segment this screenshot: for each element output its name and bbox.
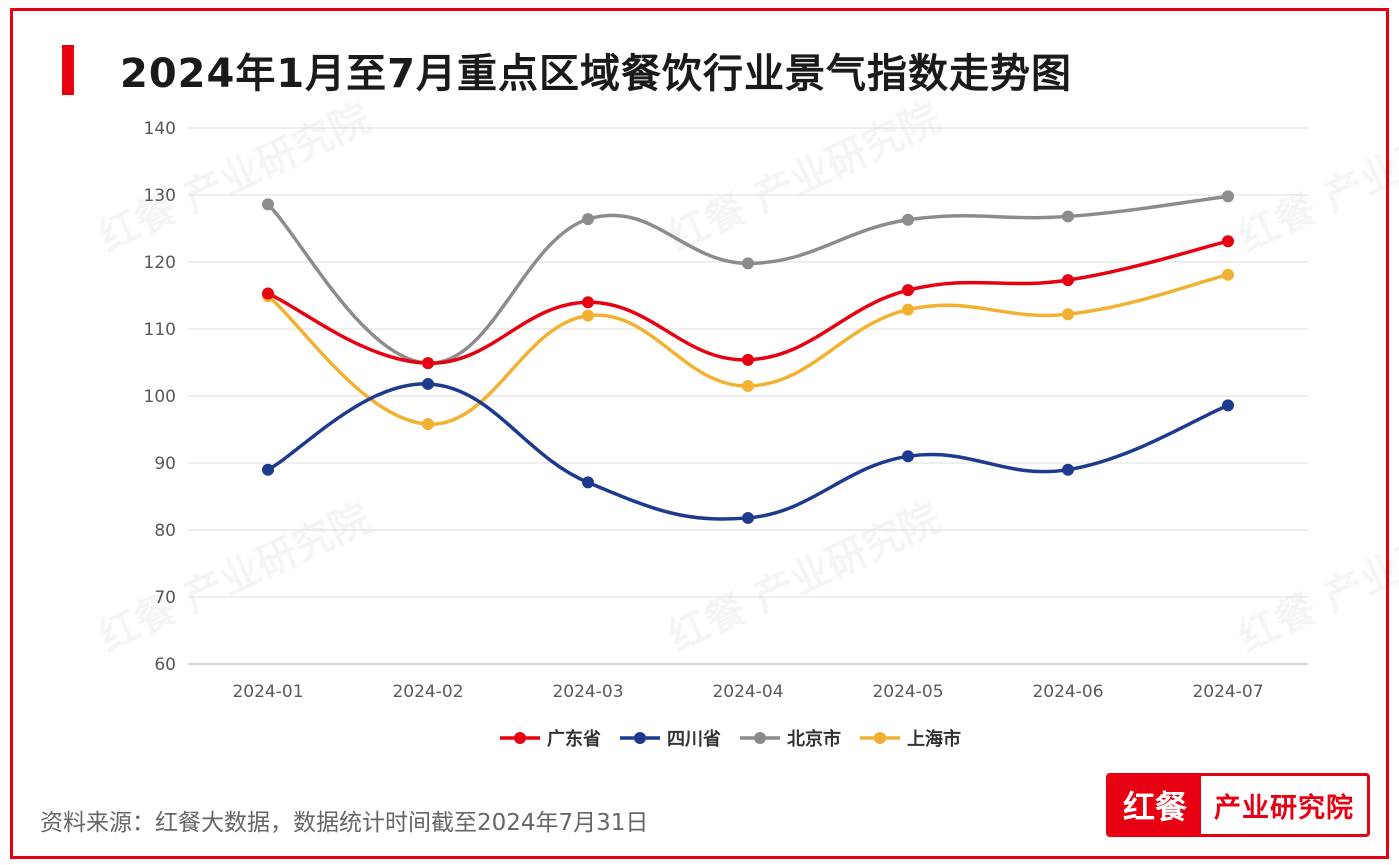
data-point xyxy=(422,377,434,390)
watermark: 红餐 产业研究院 xyxy=(92,95,378,261)
y-tick-label: 60 xyxy=(154,655,176,675)
data-point xyxy=(1062,274,1074,287)
data-point xyxy=(262,287,274,300)
data-point xyxy=(1062,210,1074,223)
legend-label: 四川省 xyxy=(667,728,721,750)
data-point xyxy=(422,357,434,370)
legend-label: 北京市 xyxy=(787,728,841,750)
chart-title: 2024年1月至7月重点区域餐饮行业景气指数走势图 xyxy=(120,51,1072,97)
x-tick-label: 2024-07 xyxy=(1192,682,1263,702)
data-point xyxy=(262,198,274,211)
data-point xyxy=(902,284,914,297)
legend-swatch-dot xyxy=(754,732,766,744)
x-tick-label: 2024-03 xyxy=(552,682,623,702)
data-point xyxy=(742,379,754,392)
data-point xyxy=(902,303,914,316)
y-tick-label: 80 xyxy=(154,521,176,541)
x-tick-label: 2024-04 xyxy=(712,682,783,702)
x-tick-label: 2024-05 xyxy=(872,682,943,702)
data-point xyxy=(1062,463,1074,476)
logo-text: 产业研究院 xyxy=(1214,792,1354,824)
data-point xyxy=(902,213,914,226)
legend-label: 广东省 xyxy=(547,728,601,750)
logo-mark: 红餐 xyxy=(1109,776,1201,834)
data-point xyxy=(1222,268,1234,281)
x-tick-label: 2024-06 xyxy=(1032,682,1103,702)
y-tick-label: 90 xyxy=(154,454,176,474)
data-point xyxy=(1222,235,1234,248)
legend-label: 上海市 xyxy=(907,728,961,750)
legend-swatch-dot xyxy=(514,732,526,744)
chart-frame xyxy=(10,8,1389,859)
data-point xyxy=(1222,399,1234,412)
data-point xyxy=(422,418,434,431)
data-point xyxy=(1222,190,1234,203)
title-accent-bar xyxy=(62,45,74,95)
data-point xyxy=(582,296,594,309)
y-tick-label: 100 xyxy=(144,387,176,407)
brand-logo: 红餐 产业研究院 xyxy=(1106,773,1370,837)
series-line-四川省 xyxy=(266,382,1230,521)
data-point xyxy=(582,476,594,489)
watermark: 红餐 产业研究院 xyxy=(1232,95,1399,261)
x-tick-label: 2024-01 xyxy=(232,682,303,702)
data-point xyxy=(582,309,594,322)
legend-swatch-dot xyxy=(634,732,646,744)
data-point xyxy=(902,450,914,463)
watermark: 红餐 产业研究院 xyxy=(92,495,378,661)
watermark: 红餐 产业研究院 xyxy=(662,495,948,661)
y-tick-label: 70 xyxy=(154,588,176,608)
data-point xyxy=(742,511,754,524)
y-tick-label: 140 xyxy=(144,119,176,139)
y-tick-label: 120 xyxy=(144,253,176,273)
series-line-上海市 xyxy=(266,272,1230,426)
watermark: 红餐 产业研究院 xyxy=(662,95,948,261)
source-note: 资料来源：红餐大数据，数据统计时间截至2024年7月31日 xyxy=(40,810,649,836)
data-point xyxy=(742,257,754,270)
y-tick-label: 130 xyxy=(144,186,176,206)
data-point xyxy=(582,213,594,226)
y-tick-label: 110 xyxy=(144,320,176,340)
data-point xyxy=(742,353,754,366)
data-point xyxy=(1062,308,1074,321)
data-point xyxy=(262,463,274,476)
legend-swatch-dot xyxy=(874,732,886,744)
x-tick-label: 2024-02 xyxy=(392,682,463,702)
watermark: 红餐 产业研究院 xyxy=(1232,495,1399,661)
